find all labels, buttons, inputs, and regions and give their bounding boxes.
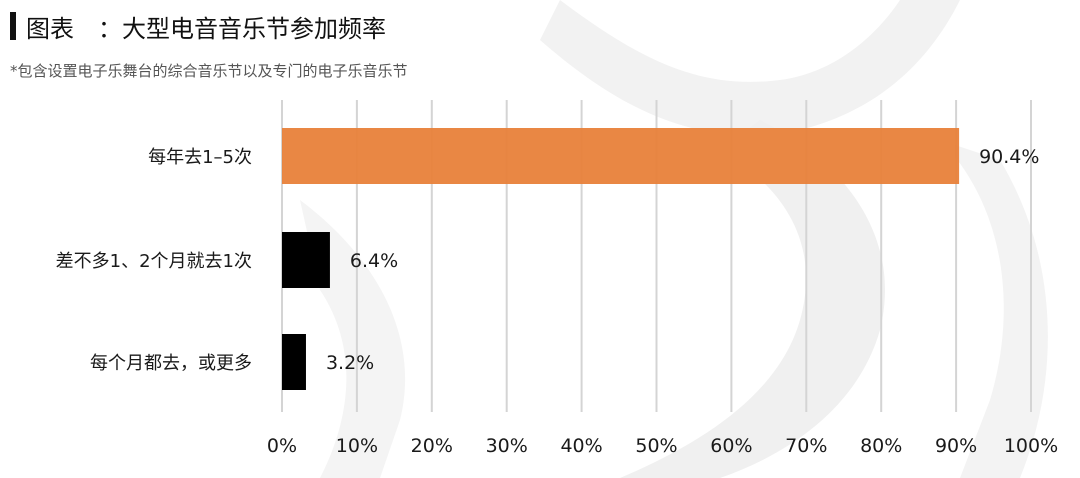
category-label-1: 差不多1、2个月就去1次 (56, 251, 252, 272)
bar-1 (282, 232, 330, 288)
chart-subtitle: *包含设置电子乐舞台的综合音乐节以及专门的电子乐音乐节 (10, 62, 408, 80)
bar-0 (282, 128, 960, 184)
title-accent-bar (10, 12, 16, 40)
chart-title-row: 图表 ：大型电音音乐节参加频率 (10, 8, 386, 44)
x-tick-label-90: 90% (935, 435, 977, 457)
x-tick-label-30: 30% (486, 435, 528, 457)
chart-title: 图表 ：大型电音音乐节参加频率 (26, 14, 386, 43)
x-tick-label-100: 100% (1004, 435, 1058, 457)
x-tick-label-70: 70% (785, 435, 827, 457)
value-label-0: 90.4% (979, 146, 1039, 168)
category-label-2: 每个月都去，或更多 (90, 353, 252, 374)
x-tick-label-80: 80% (860, 435, 902, 457)
x-tick-label-50: 50% (635, 435, 677, 457)
x-tick-label-20: 20% (411, 435, 453, 457)
value-label-2: 3.2% (326, 352, 374, 374)
x-tick-label-60: 60% (710, 435, 752, 457)
x-tick-label-40: 40% (560, 435, 602, 457)
category-label-0: 每年去1–5次 (148, 147, 252, 168)
x-tick-label-10: 10% (336, 435, 378, 457)
x-tick-label-0: 0% (267, 435, 297, 457)
value-label-1: 6.4% (350, 250, 398, 272)
bar-2 (282, 334, 306, 390)
